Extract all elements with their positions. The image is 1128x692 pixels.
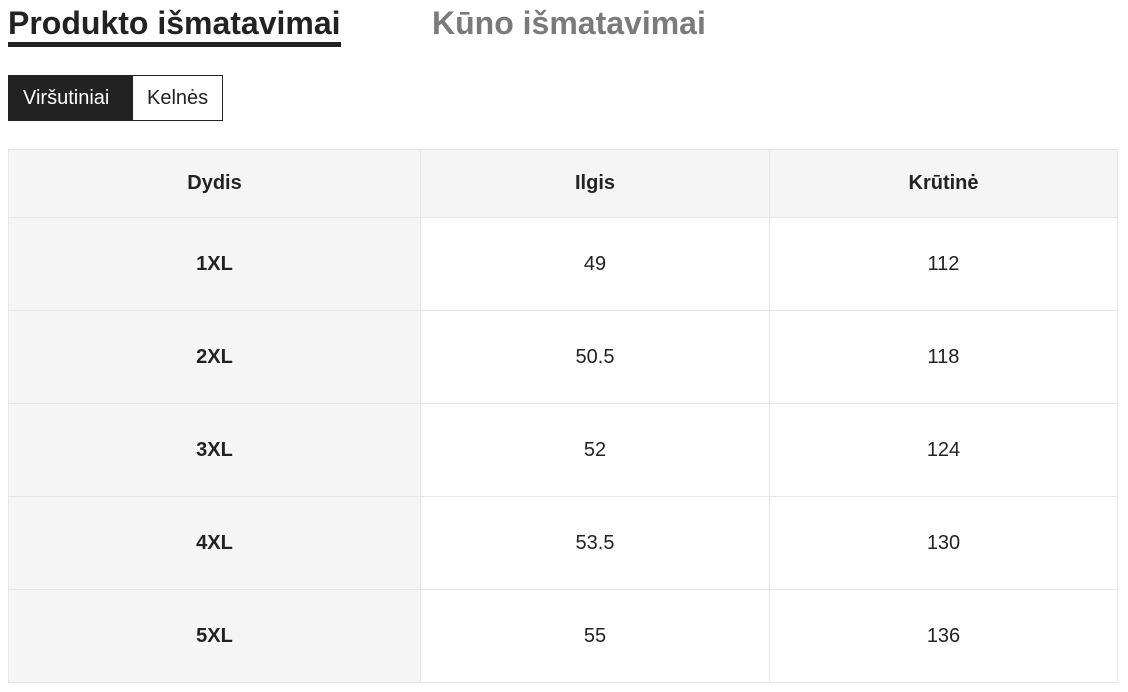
cell-length: 53.5 [420,496,770,590]
size-table: Dydis Ilgis Krūtinė 1XL 49 112 2XL 50.5 118 3X… [8,149,1118,683]
table-header-row: Dydis Ilgis Krūtinė [8,149,1118,218]
cell-chest: 112 [769,217,1118,311]
header-length: Ilgis [420,149,770,218]
cell-length: 50.5 [420,310,770,404]
category-toggle: Viršutiniai Kelnės [8,75,224,121]
header-size: Dydis [8,149,421,218]
header-chest: Krūtinė [769,149,1118,218]
table-row: 4XL 53.5 130 [8,496,1118,590]
segment-pants[interactable]: Kelnės [133,76,223,120]
table-row: 5XL 55 136 [8,589,1118,683]
table-row: 2XL 50.5 118 [8,310,1118,404]
cell-length: 49 [420,217,770,311]
cell-size: 1XL [8,217,421,311]
cell-chest: 118 [769,310,1118,404]
cell-length: 52 [420,403,770,497]
cell-size: 4XL [8,496,421,590]
tab-body-measurements[interactable]: Kūno išmatavimai [432,5,706,41]
cell-chest: 136 [769,589,1118,683]
cell-chest: 130 [769,496,1118,590]
segment-tops[interactable]: Viršutiniai [9,76,133,120]
cell-length: 55 [420,589,770,683]
cell-size: 3XL [8,403,421,497]
cell-size: 5XL [8,589,421,683]
tab-product-measurements[interactable]: Produkto išmatavimai [8,4,341,47]
table-row: 1XL 49 112 [8,217,1118,311]
table-row: 3XL 52 124 [8,403,1118,497]
cell-size: 2XL [8,310,421,404]
cell-chest: 124 [769,403,1118,497]
